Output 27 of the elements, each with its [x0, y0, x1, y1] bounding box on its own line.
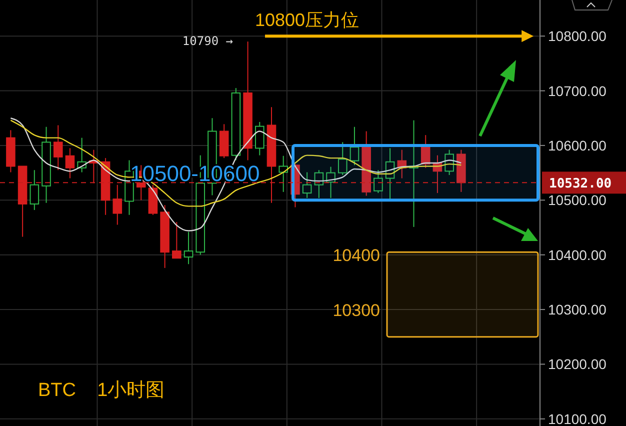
candlestick [65, 148, 75, 179]
ref-line-label: 10800压力位 [255, 10, 360, 30]
y-tick-label: 10800.00 [548, 28, 607, 44]
candlestick [6, 130, 16, 173]
candlestick [184, 231, 194, 265]
y-tick-label: 10600.00 [548, 137, 607, 154]
candlestick [42, 126, 51, 204]
candlestick [112, 184, 122, 226]
text: BTC 1小时图 [38, 380, 165, 401]
y-tick-label: 10200.00 [548, 356, 607, 372]
y-tick-label: 10400.00 [548, 246, 607, 263]
y-tick-label: 10500.00 [548, 192, 607, 208]
candlestick [254, 121, 264, 156]
candlestick [53, 124, 63, 171]
y-tick-label: 10100.00 [548, 410, 607, 426]
candlestick [266, 106, 276, 204]
annotation: 10790 → [182, 34, 233, 48]
annotation: 10300 [332, 301, 380, 320]
ref-line-label: 10532.00 [549, 176, 612, 192]
candlestick [362, 130, 371, 196]
annotation: 10400 [332, 246, 380, 265]
candlestick [243, 41, 252, 161]
y-tick-label: 10700.00 [548, 82, 607, 99]
candlestick [30, 170, 40, 210]
y-tick-label: 10300.00 [548, 302, 607, 318]
candlestick [302, 172, 312, 198]
candlestick [278, 155, 288, 192]
